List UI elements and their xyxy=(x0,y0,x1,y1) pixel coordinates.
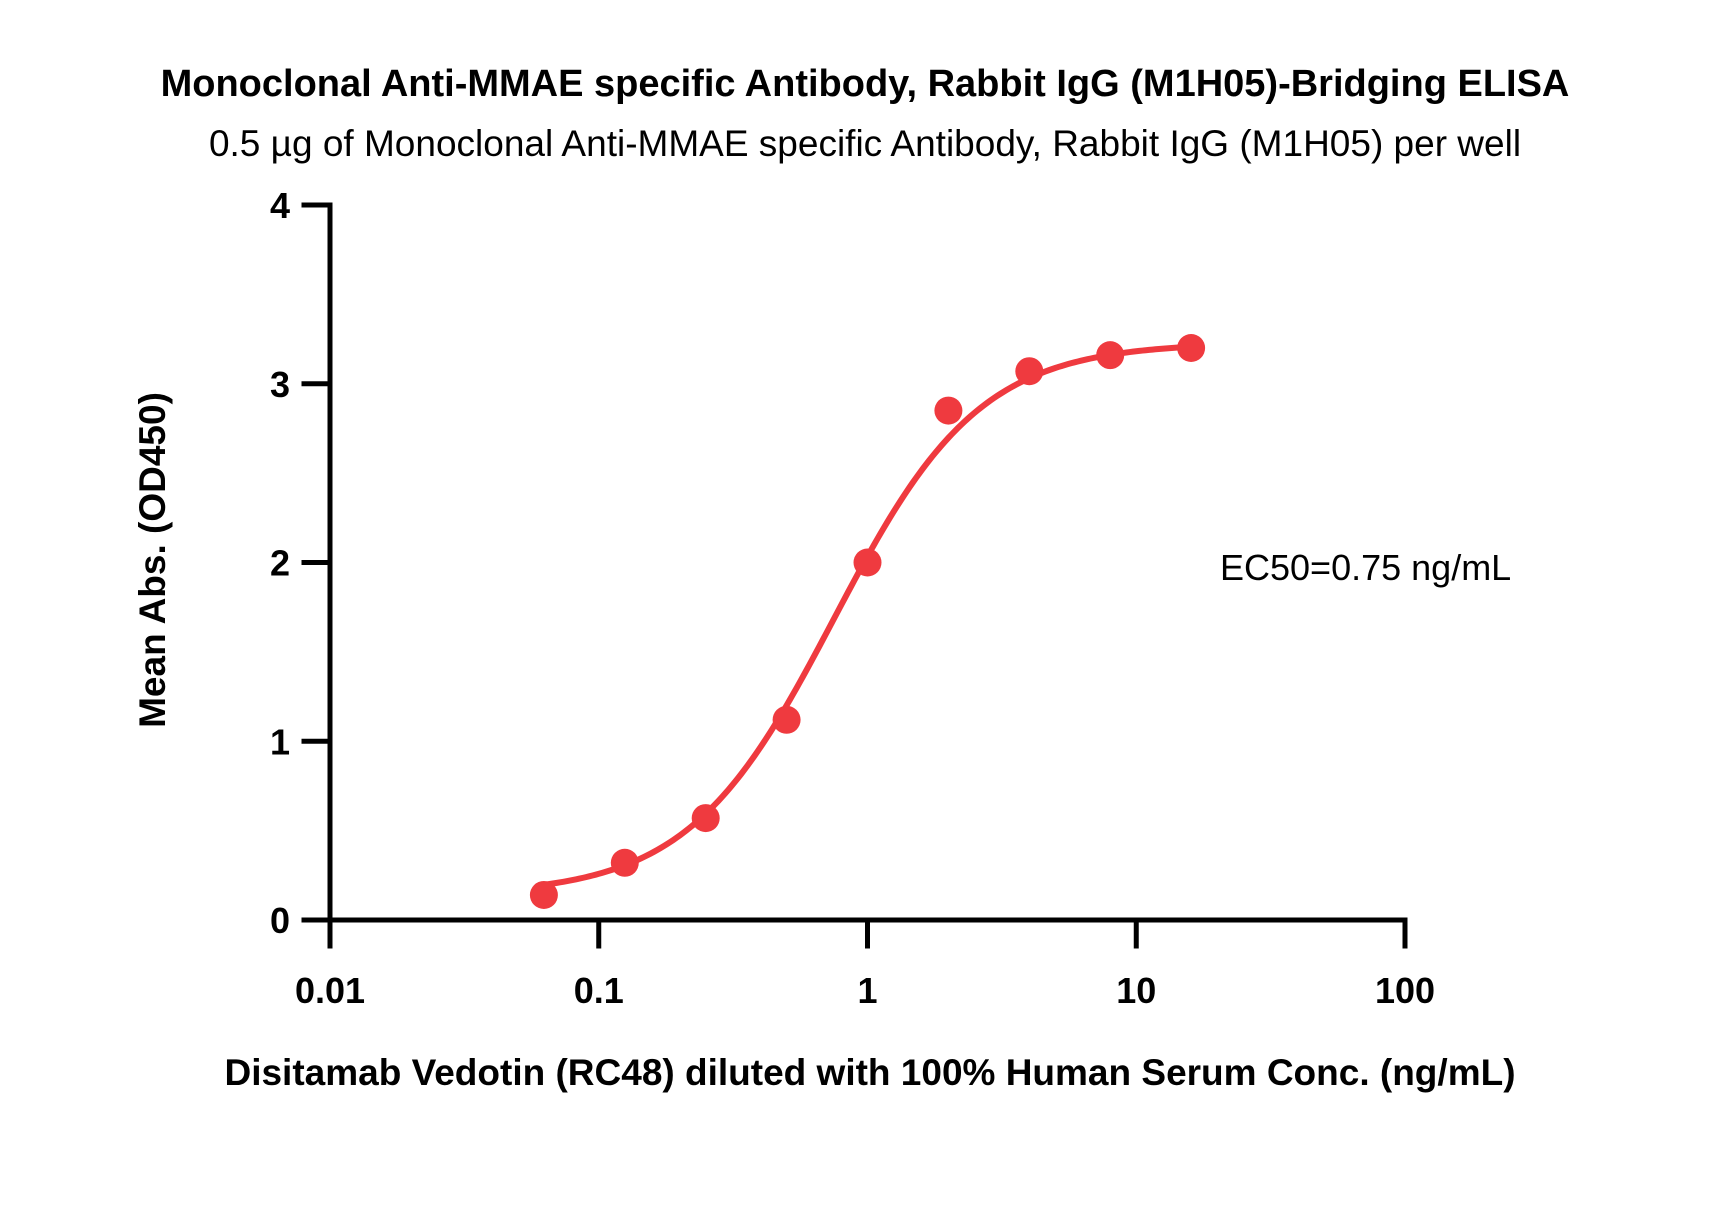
y-tick-label: 4 xyxy=(270,185,290,226)
y-tick-label: 2 xyxy=(270,543,290,584)
data-point xyxy=(934,396,963,425)
ec50-annotation: EC50=0.75 ng/mL xyxy=(1220,547,1511,588)
data-point xyxy=(610,848,639,877)
y-tick-label: 3 xyxy=(270,364,290,405)
x-axis-label: Disitamab Vedotin (RC48) diluted with 10… xyxy=(224,1052,1515,1093)
x-tick-label: 10 xyxy=(1116,970,1156,1011)
data-point xyxy=(1015,357,1044,386)
data-point xyxy=(1177,334,1206,362)
fit-curve xyxy=(540,343,1195,888)
x-tick-label: 0.1 xyxy=(574,970,624,1011)
y-tick-label: 1 xyxy=(270,721,290,762)
data-point xyxy=(691,804,720,833)
data-points xyxy=(529,334,1206,909)
ticks: 0.01 0.1 1 10 100 0 1 2 3 4 xyxy=(270,185,1435,1011)
y-axis-label: Mean Abs. (OD450) xyxy=(132,392,173,728)
x-tick-label: 0.01 xyxy=(295,970,365,1011)
y-tick-label: 0 xyxy=(270,900,290,941)
chart-subtitle: 0.5 µg of Monoclonal Anti-MMAE specific … xyxy=(209,123,1521,164)
data-point xyxy=(1096,341,1125,370)
x-tick-label: 1 xyxy=(857,970,877,1011)
data-point xyxy=(853,548,882,577)
data-point xyxy=(772,705,801,734)
chart-title: Monoclonal Anti-MMAE specific Antibody, … xyxy=(161,63,1570,105)
data-point xyxy=(529,880,558,909)
x-tick-label: 100 xyxy=(1375,970,1435,1011)
